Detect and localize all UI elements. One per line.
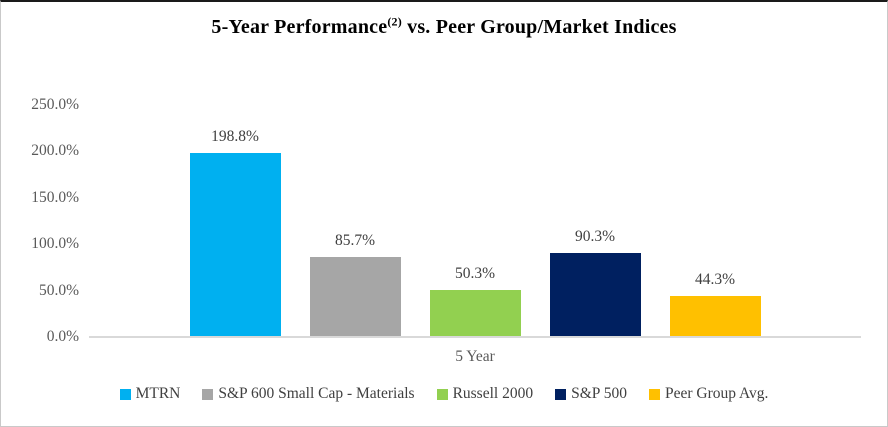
bar-value-label-s-p-600-small-cap-materials: 85.7% xyxy=(334,232,376,250)
chart-title: 5-Year Performance(2) vs. Peer Group/Mar… xyxy=(1,14,887,39)
y-tick-label-250-0: 250.0% xyxy=(31,96,79,113)
legend-label: S&P 500 xyxy=(571,385,627,402)
legend-swatch-icon xyxy=(202,388,214,400)
bar-value-label-russell-2000: 50.3% xyxy=(454,265,496,283)
legend-item-peer-group-avg: Peer Group Avg. xyxy=(648,385,769,403)
legend-swatch-icon xyxy=(119,388,131,400)
legend-swatch-icon xyxy=(648,388,660,400)
bar-s-p-600-small-cap-materials xyxy=(309,257,401,337)
bar-value-label-peer-group-avg: 44.3% xyxy=(694,270,736,288)
legend-item-s-p-500: S&P 500 xyxy=(555,385,627,403)
legend-label: S&P 600 Small Cap - Materials xyxy=(218,385,415,402)
chart-legend: MTRN S&P 600 Small Cap - Materials Russell… xyxy=(1,385,887,403)
legend-label: Russell 2000 xyxy=(452,385,534,402)
chart-title-prefix: 5-Year Performance xyxy=(211,16,388,38)
bar-mtrn xyxy=(189,152,281,337)
chart-title-footnote-ref: (2) xyxy=(387,14,402,29)
bar-value-label-mtrn: 198.8% xyxy=(211,127,259,145)
legend-label: MTRN xyxy=(135,385,181,402)
y-tick-label-0-0: 0.0% xyxy=(46,328,79,345)
y-tick-label-100-0: 100.0% xyxy=(31,235,79,253)
legend-item-russell-2000: Russell 2000 xyxy=(436,385,534,403)
plot-area: 198.8% 85.7% 50.3% 90.3% 44.3% xyxy=(89,105,861,337)
y-tick-label-200-0: 200.0% xyxy=(31,142,79,160)
x-axis-category-label: 5 Year xyxy=(455,348,495,365)
legend-label: Peer Group Avg. xyxy=(664,385,769,402)
legend-item-s-p-600-small-cap-materials: S&P 600 Small Cap - Materials xyxy=(202,385,415,403)
y-tick-label-150-0: 150.0% xyxy=(31,188,79,206)
chart-title-suffix: vs. Peer Group/Market Indices xyxy=(401,16,677,38)
bar-russell-2000 xyxy=(429,290,521,337)
x-axis-line xyxy=(89,336,861,338)
bar-s-p-500 xyxy=(549,253,641,337)
legend-swatch-icon xyxy=(436,388,448,400)
bar-peer-group-avg xyxy=(669,295,761,337)
legend-item-mtrn: MTRN xyxy=(119,385,181,403)
legend-swatch-icon xyxy=(555,388,567,400)
bar-value-label-s-p-500: 90.3% xyxy=(574,228,616,246)
y-tick-label-50-0: 50.0% xyxy=(38,281,79,299)
